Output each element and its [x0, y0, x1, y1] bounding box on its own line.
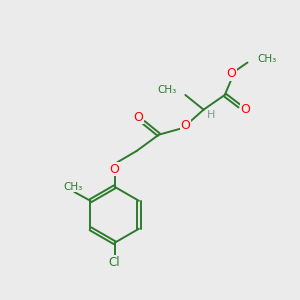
Text: CH₃: CH₃ [258, 54, 277, 64]
Text: O: O [226, 67, 236, 80]
Text: O: O [180, 119, 190, 132]
Text: O: O [110, 163, 120, 176]
Text: CH₃: CH₃ [158, 85, 177, 94]
Text: O: O [133, 110, 143, 124]
Text: CH₃: CH₃ [63, 182, 82, 192]
Text: H: H [207, 110, 215, 120]
Text: Cl: Cl [109, 256, 121, 269]
Text: O: O [241, 103, 250, 116]
